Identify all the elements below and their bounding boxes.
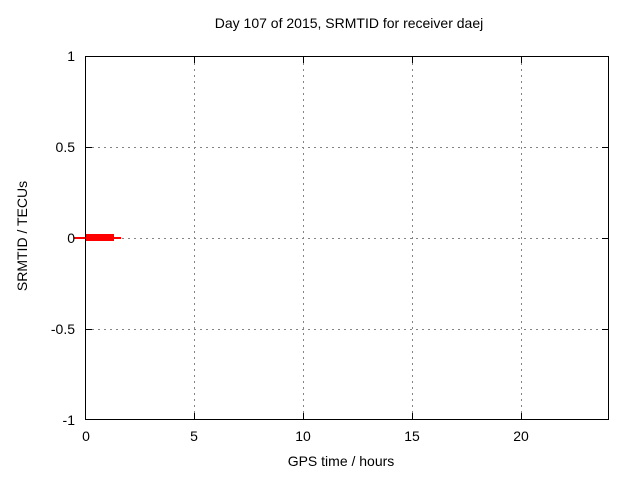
y-tick-label: 0.5 xyxy=(55,139,75,155)
x-tick-label: 5 xyxy=(190,428,198,444)
y-tick-label: 0 xyxy=(67,230,75,246)
x-axis-label: GPS time / hours xyxy=(287,453,395,469)
tick-mark xyxy=(86,329,92,330)
grid-line-horizontal-neg0.5 xyxy=(86,329,608,330)
tick-mark xyxy=(412,57,413,63)
tick-mark xyxy=(521,413,522,419)
x-tick-label: 0 xyxy=(82,428,90,444)
data-series-segment xyxy=(86,234,114,241)
grid-line-vertical-5 xyxy=(194,57,195,419)
y-tick-label: -0.5 xyxy=(50,321,75,337)
y-tick-label: -1 xyxy=(62,412,75,428)
x-tick-label: 15 xyxy=(404,428,420,444)
tick-mark xyxy=(602,329,608,330)
y-axis-label: SRMTID / TECUs xyxy=(14,180,30,292)
grid-line-horizontal-0.5 xyxy=(86,147,608,148)
x-tick-label: 20 xyxy=(513,428,529,444)
x-tick-label: 10 xyxy=(295,428,311,444)
grid-line-vertical-20 xyxy=(521,57,522,419)
tick-mark xyxy=(194,413,195,419)
tick-mark xyxy=(86,147,92,148)
tick-mark xyxy=(521,57,522,63)
chart-title: Day 107 of 2015, SRMTID for receiver dae… xyxy=(214,15,484,31)
tick-mark xyxy=(412,413,413,419)
grid-line-vertical-10 xyxy=(303,57,304,419)
grid-line-horizontal-0 xyxy=(86,238,608,239)
tick-mark xyxy=(303,57,304,63)
y-tick-label: 1 xyxy=(67,48,75,64)
tick-mark xyxy=(303,413,304,419)
tick-mark xyxy=(602,238,608,239)
plot-frame xyxy=(85,56,609,420)
grid-line-vertical-15 xyxy=(412,57,413,419)
tick-mark xyxy=(194,57,195,63)
tick-mark xyxy=(602,147,608,148)
